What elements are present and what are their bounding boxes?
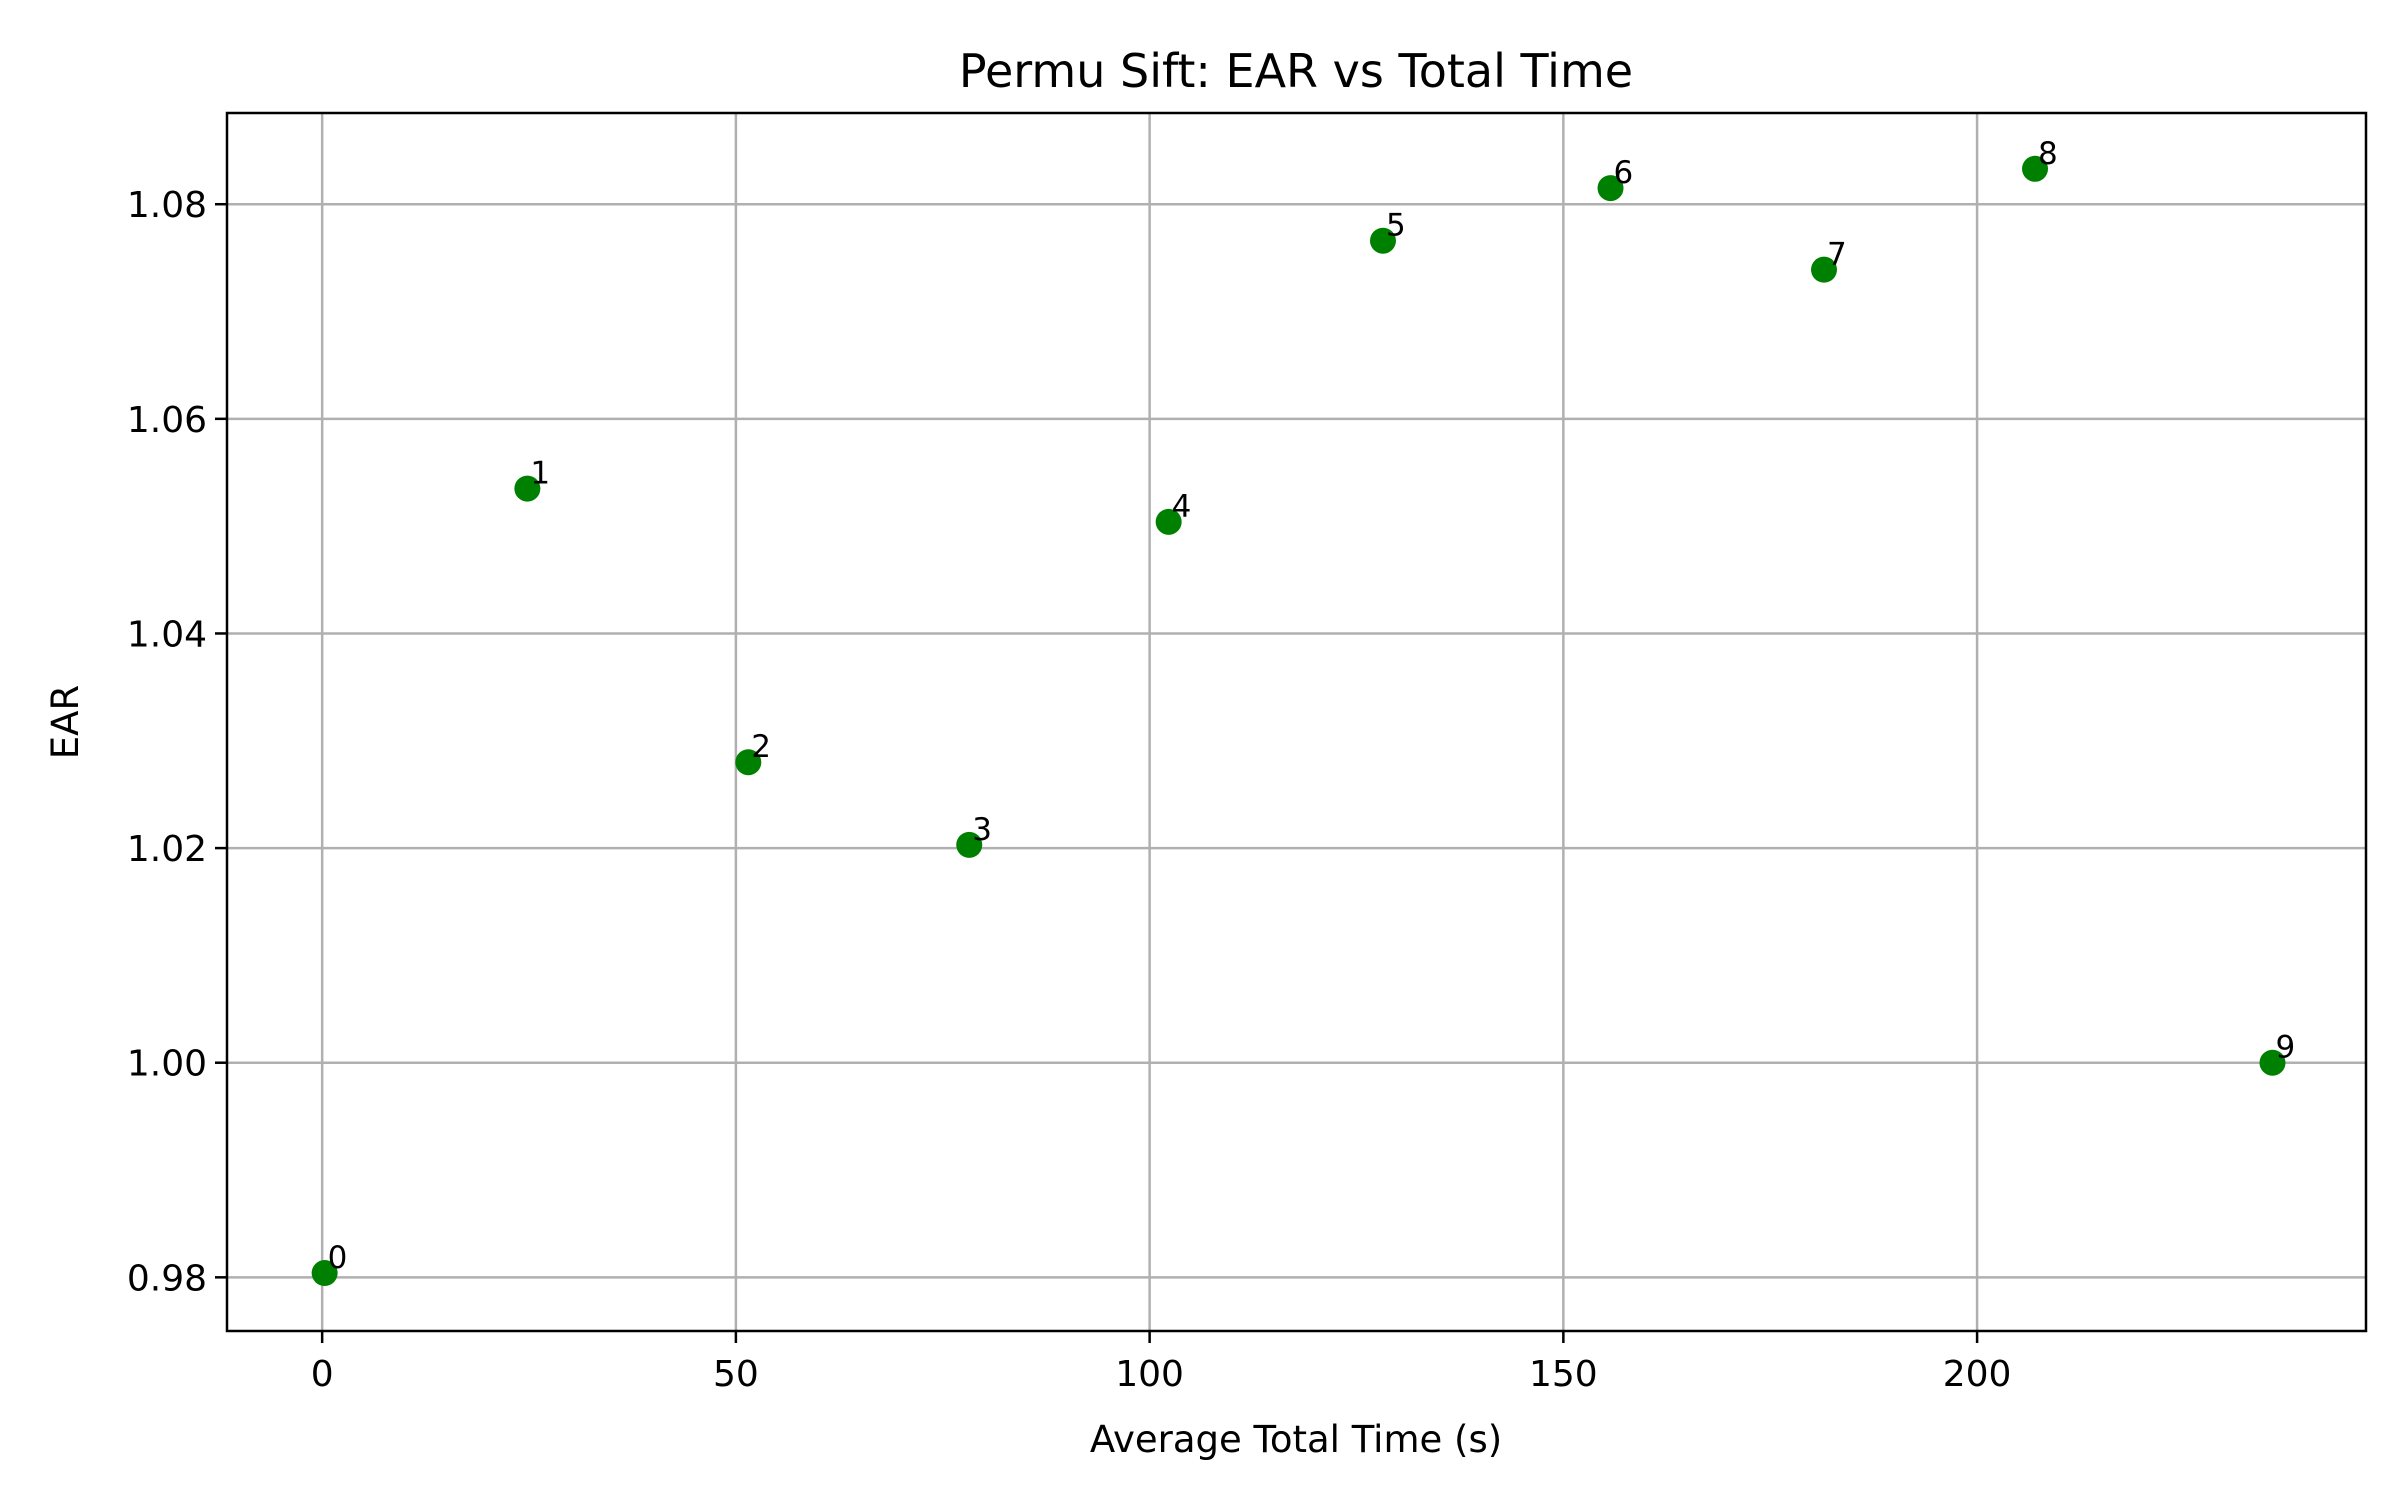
data-point bbox=[2259, 1049, 2286, 1076]
x-tick-label: 150 bbox=[1529, 1354, 1598, 1395]
y-tick-label: 1.08 bbox=[127, 185, 207, 226]
x-tick-label: 0 bbox=[311, 1354, 334, 1395]
point-label: 1 bbox=[530, 456, 550, 492]
grid-layer bbox=[227, 113, 2366, 1331]
x-tick-label: 200 bbox=[1943, 1354, 2012, 1395]
point-label: 6 bbox=[1614, 155, 1634, 191]
x-tick-label: 100 bbox=[1115, 1354, 1184, 1395]
point-label: 0 bbox=[328, 1240, 348, 1276]
data-point bbox=[514, 475, 541, 502]
point-label: 7 bbox=[1827, 237, 1847, 273]
data-point bbox=[1811, 256, 1838, 283]
data-point bbox=[2022, 155, 2049, 182]
x-tick-label: 50 bbox=[713, 1354, 759, 1395]
point-label: 2 bbox=[751, 729, 771, 765]
y-tick-label: 1.02 bbox=[127, 829, 207, 870]
data-point bbox=[1369, 227, 1396, 254]
point-label: 8 bbox=[2038, 136, 2058, 172]
points-layer: 0 1 2 3 4 5 6 7 8 9 bbox=[311, 136, 2295, 1287]
data-point bbox=[956, 831, 983, 858]
point-label: 4 bbox=[1172, 489, 1192, 525]
y-axis-label: EAR bbox=[44, 685, 87, 759]
y-tick-label: 1.04 bbox=[127, 614, 207, 655]
data-point bbox=[311, 1260, 338, 1287]
data-point bbox=[1155, 508, 1182, 535]
data-point bbox=[1597, 175, 1624, 202]
point-label: 9 bbox=[2275, 1030, 2295, 1066]
y-tick-label: 1.00 bbox=[127, 1044, 207, 1085]
y-tick-label: 0.98 bbox=[127, 1258, 207, 1299]
point-label: 5 bbox=[1386, 208, 1406, 244]
y-tick-label: 1.06 bbox=[127, 400, 207, 441]
x-axis-label: Average Total Time (s) bbox=[1090, 1418, 1502, 1461]
chart-title: Permu Sift: EAR vs Total Time bbox=[959, 44, 1633, 98]
plot-frame bbox=[225, 111, 2368, 1333]
data-point bbox=[735, 749, 762, 776]
point-label: 3 bbox=[972, 812, 992, 848]
